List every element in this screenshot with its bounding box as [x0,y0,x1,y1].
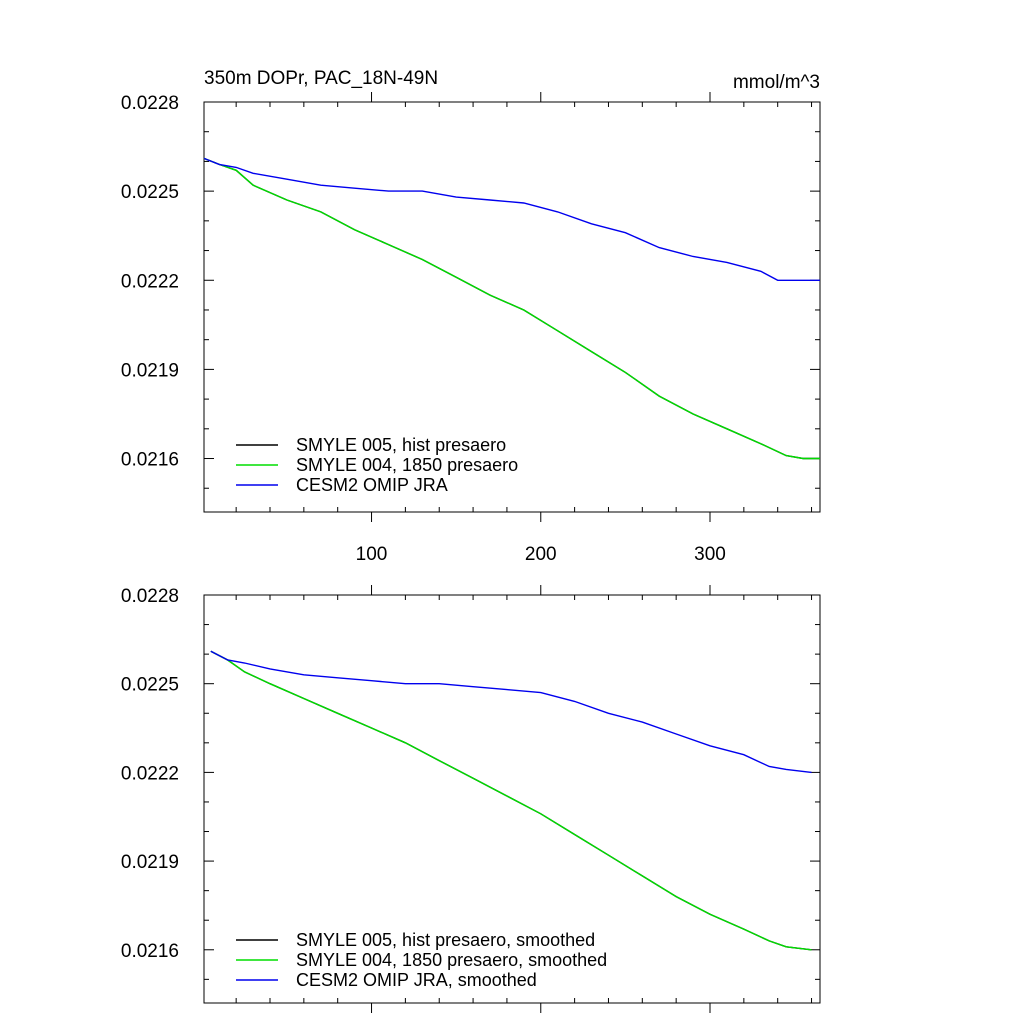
plot-frame [203,594,821,1004]
series-line-2 [210,650,812,774]
y-tick-label: 0.0216 [121,450,179,471]
y-tick-label: 0.0219 [121,852,179,873]
legend-label: SMYLE 005, hist presaero [296,435,506,455]
y-tick-label: 0.0222 [121,763,179,784]
legend-label: CESM2 OMIP JRA [296,475,448,495]
series-line-1 [210,650,812,951]
series-line-1 [203,157,820,460]
legend-label: SMYLE 004, 1850 presaero, smoothed [296,950,607,970]
legend-label: SMYLE 004, 1850 presaero [296,455,518,475]
series-line-2 [203,157,820,281]
x-tick-label: 300 [694,544,726,565]
chart-title: 350m DOPr, PAC_18N-49N [204,68,438,89]
x-tick-label: 200 [525,544,557,565]
units-label: mmol/m^3 [733,72,820,93]
bottom-panel: 0.0228 0.0225 0.0222 0.0219 0.0216 SMYLE 005,… [121,585,821,1013]
top-panel: 350m DOPr, PAC_18N-49N mmol/m^3 0.0228 0.… [121,68,821,565]
x-tick-label: 100 [356,544,388,565]
y-tick-label: 0.0219 [121,360,179,381]
y-tick-label: 0.0225 [121,675,179,696]
y-tick-label: 0.0222 [121,271,179,292]
y-tick-label: 0.0228 [121,93,179,114]
y-tick-label: 0.0216 [121,941,179,962]
y-tick-label: 0.0228 [121,586,179,607]
legend-label: SMYLE 005, hist presaero, smoothed [296,930,595,950]
series-line-0 [210,650,812,951]
y-tick-label: 0.0225 [121,182,179,203]
legend-label: CESM2 OMIP JRA, smoothed [296,970,537,990]
plot-frame [203,101,821,513]
